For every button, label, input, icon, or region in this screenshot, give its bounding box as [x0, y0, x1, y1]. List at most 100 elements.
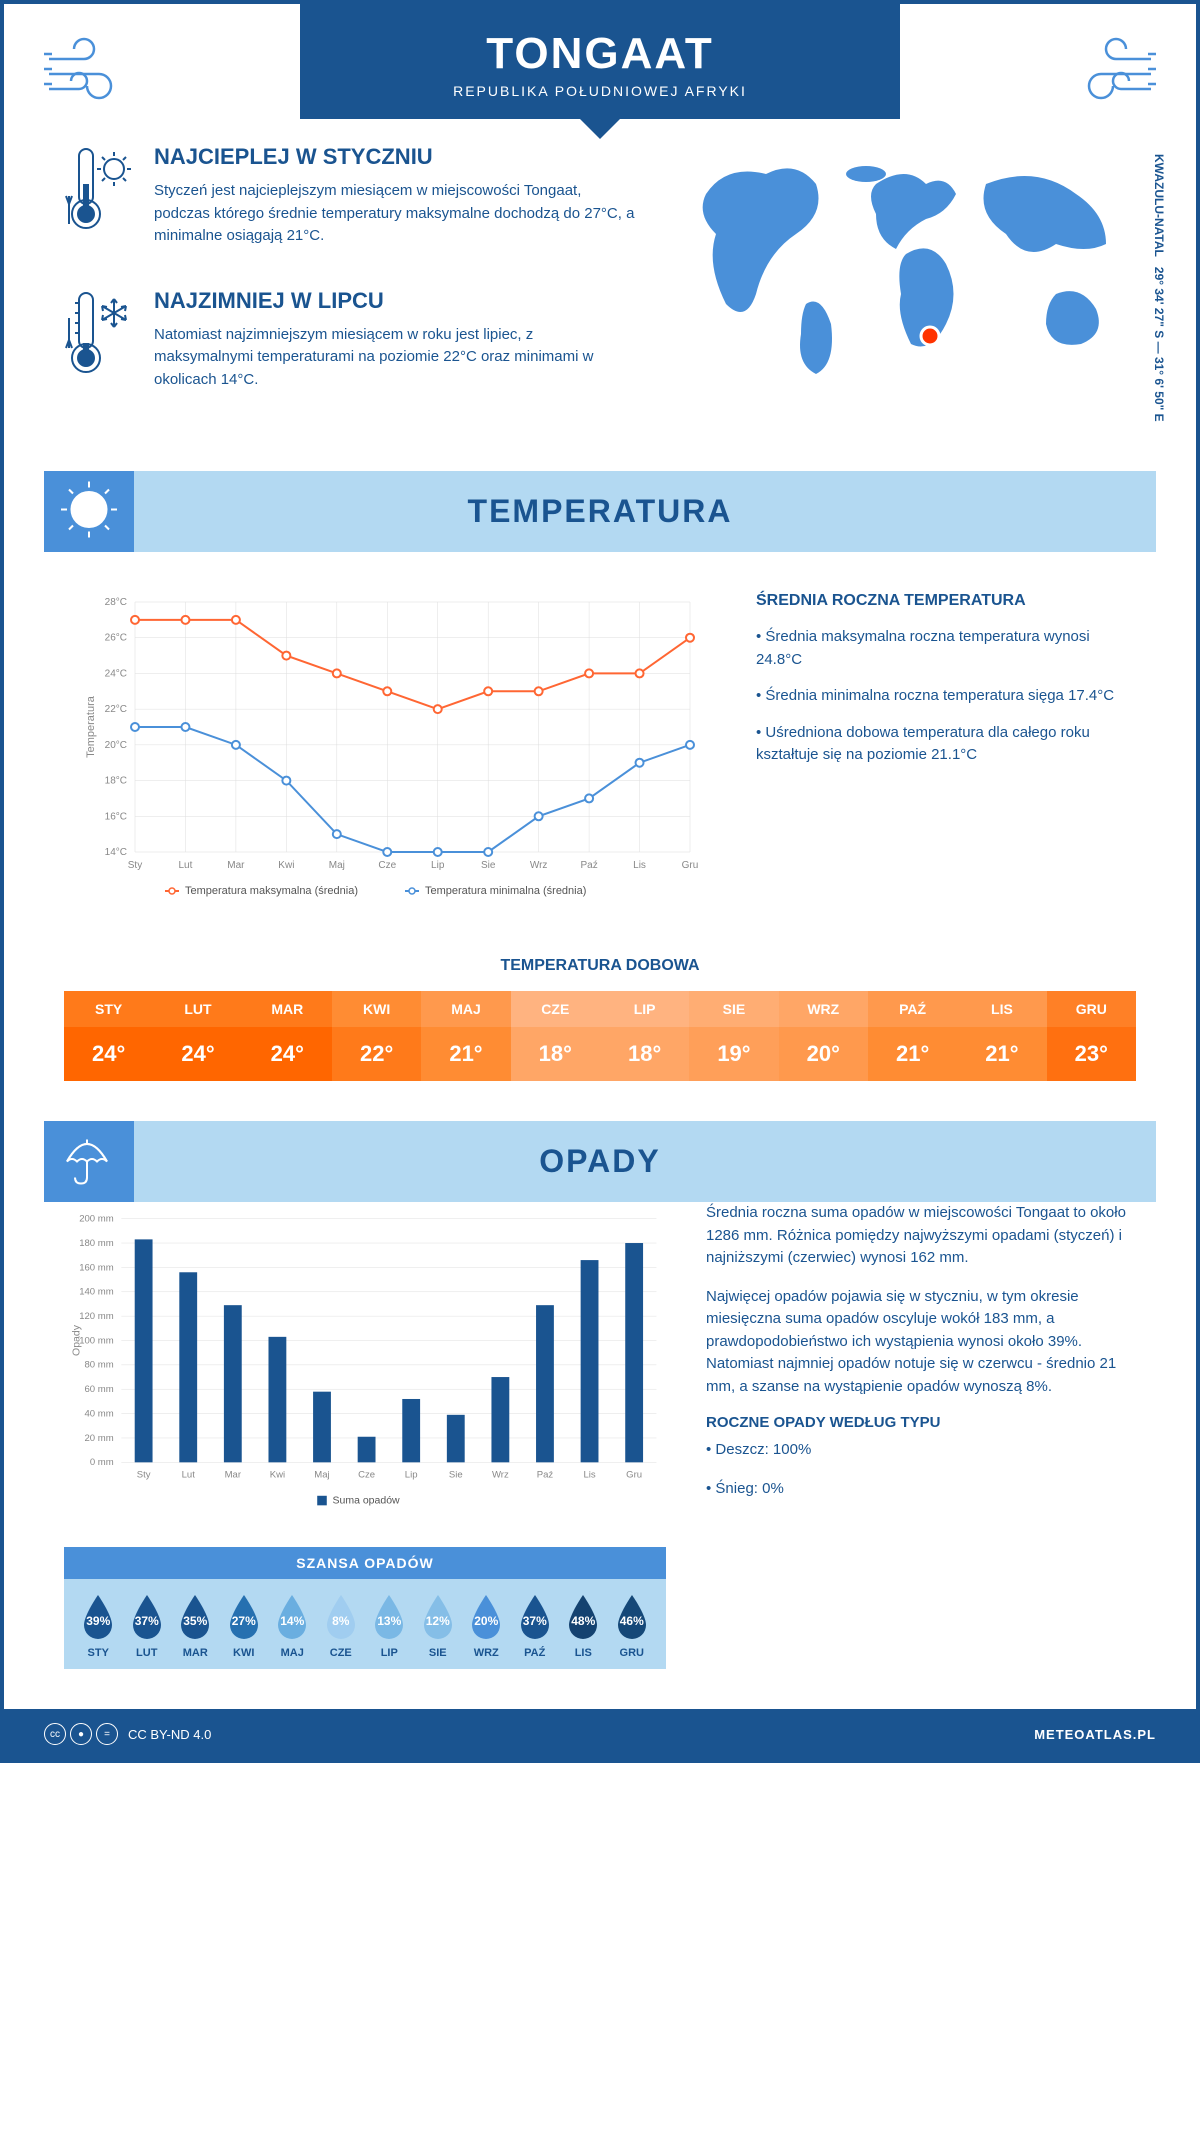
precip-paragraph: Najwięcej opadów pojawia się w styczniu,… [706, 1286, 1136, 1399]
raindrop-icon: 37% [127, 1593, 167, 1643]
title-ribbon: TONGAAT REPUBLIKA POŁUDNIOWEJ AFRYKI [300, 4, 900, 119]
wind-icon [44, 34, 124, 118]
svg-text:100 mm: 100 mm [79, 1335, 114, 1346]
temp-cell: PAŹ 21° [868, 991, 957, 1081]
temp-cell: MAJ 21° [421, 991, 510, 1081]
precipitation-section-header: OPADY [44, 1121, 1156, 1202]
raindrop-icon: 8% [321, 1593, 361, 1643]
svg-text:Temperatura minimalna (średnia: Temperatura minimalna (średnia) [425, 885, 586, 897]
thermometer-hot-icon [64, 144, 134, 248]
temperature-line-chart: 14°C16°C18°C20°C22°C24°C26°C28°CStyLutMa… [64, 592, 716, 917]
raindrop-icon: 46% [612, 1593, 652, 1643]
temp-info-title: ŚREDNIA ROCZNA TEMPERATURA [756, 592, 1136, 610]
page-subtitle: REPUBLIKA POŁUDNIOWEJ AFRYKI [320, 83, 880, 99]
svg-text:80 mm: 80 mm [85, 1360, 114, 1371]
rain-drop-cell: 14% MAJ [268, 1593, 317, 1659]
footer: cc●= CC BY-ND 4.0 METEOATLAS.PL [4, 1709, 1196, 1759]
svg-text:Kwi: Kwi [270, 1470, 285, 1481]
daily-temp-title: TEMPERATURA DOBOWA [64, 957, 1136, 975]
rain-drop-cell: 39% STY [74, 1593, 123, 1659]
svg-text:Sie: Sie [481, 860, 496, 871]
temp-cell: SIE 19° [689, 991, 778, 1081]
temperature-section-header: TEMPERATURA [44, 471, 1156, 552]
page-title: TONGAAT [320, 29, 880, 79]
svg-text:Cze: Cze [378, 860, 396, 871]
temp-cell: LUT 24° [153, 991, 242, 1081]
svg-text:22°C: 22°C [105, 704, 127, 715]
svg-text:Gru: Gru [682, 860, 699, 871]
world-map-icon [676, 144, 1136, 384]
coldest-title: NAJZIMNIEJ W LIPCU [154, 288, 636, 314]
svg-text:Mar: Mar [227, 860, 245, 871]
raindrop-icon: 39% [78, 1593, 118, 1643]
svg-text:Temperatura maksymalna (średni: Temperatura maksymalna (średnia) [185, 885, 358, 897]
svg-text:60 mm: 60 mm [85, 1384, 114, 1395]
temperature-title: TEMPERATURA [84, 493, 1116, 530]
temp-cell: KWI 22° [332, 991, 421, 1081]
svg-text:180 mm: 180 mm [79, 1238, 114, 1249]
svg-text:Paź: Paź [537, 1470, 554, 1481]
raindrop-icon: 35% [175, 1593, 215, 1643]
svg-text:Lut: Lut [182, 1470, 196, 1481]
temp-bullet: • Średnia maksymalna roczna temperatura … [756, 626, 1136, 671]
temp-bullet: • Średnia minimalna roczna temperatura s… [756, 685, 1136, 708]
temp-cell: CZE 18° [511, 991, 600, 1081]
raindrop-icon: 12% [418, 1593, 458, 1643]
rain-drop-cell: 13% LIP [365, 1593, 414, 1659]
raindrop-icon: 48% [563, 1593, 603, 1643]
temp-cell: LIP 18° [600, 991, 689, 1081]
temperature-info: ŚREDNIA ROCZNA TEMPERATURA • Średnia mak… [756, 592, 1136, 917]
license-text: CC BY-ND 4.0 [128, 1727, 211, 1742]
temp-bullet: • Uśredniona dobowa temperatura dla całe… [756, 722, 1136, 767]
svg-text:Kwi: Kwi [278, 860, 294, 871]
svg-text:Wrz: Wrz [530, 860, 548, 871]
svg-text:Lip: Lip [431, 860, 445, 871]
svg-text:120 mm: 120 mm [79, 1311, 114, 1322]
hottest-text: Styczeń jest najcieplejszym miesiącem w … [154, 180, 636, 248]
svg-text:20 mm: 20 mm [85, 1433, 114, 1444]
header: TONGAAT REPUBLIKA POŁUDNIOWEJ AFRYKI [4, 4, 1196, 84]
svg-text:24°C: 24°C [105, 668, 127, 679]
svg-text:200 mm: 200 mm [79, 1214, 114, 1225]
svg-text:Lut: Lut [179, 860, 193, 871]
rain-chance-table: SZANSA OPADÓW 39% STY 37% LUT 35% MAR 27… [64, 1547, 666, 1669]
svg-text:20°C: 20°C [105, 740, 127, 751]
raindrop-icon: 20% [466, 1593, 506, 1643]
precipitation-bar-chart: 0 mm20 mm40 mm60 mm80 mm100 mm120 mm140 … [64, 1202, 666, 1522]
svg-text:Cze: Cze [358, 1470, 375, 1481]
svg-text:140 mm: 140 mm [79, 1287, 114, 1298]
site-name: METEOATLAS.PL [1034, 1727, 1156, 1742]
rain-drop-cell: 35% MAR [171, 1593, 220, 1659]
daily-temperature-table: TEMPERATURA DOBOWA STY 24° LUT 24° MAR 2… [4, 957, 1196, 1121]
svg-text:Sty: Sty [137, 1470, 151, 1481]
temp-cell: MAR 24° [243, 991, 332, 1081]
svg-text:160 mm: 160 mm [79, 1262, 114, 1273]
coldest-block: NAJZIMNIEJ W LIPCU Natomiast najzimniejs… [64, 288, 636, 392]
svg-text:Wrz: Wrz [492, 1470, 509, 1481]
rain-drop-cell: 12% SIE [414, 1593, 463, 1659]
svg-text:26°C: 26°C [105, 633, 127, 644]
temp-cell: GRU 23° [1047, 991, 1136, 1081]
svg-text:Mar: Mar [225, 1470, 242, 1481]
sun-icon [59, 479, 119, 544]
rain-drop-cell: 27% KWI [220, 1593, 269, 1659]
rain-drop-cell: 46% GRU [608, 1593, 657, 1659]
raindrop-icon: 14% [272, 1593, 312, 1643]
rain-drop-cell: 8% CZE [317, 1593, 366, 1659]
svg-text:0 mm: 0 mm [90, 1457, 114, 1468]
temp-cell: LIS 21° [957, 991, 1046, 1081]
rain-drop-cell: 20% WRZ [462, 1593, 511, 1659]
precipitation-info: Średnia roczna suma opadów w miejscowośc… [706, 1202, 1136, 1669]
svg-text:Sty: Sty [128, 860, 142, 871]
svg-text:Paź: Paź [580, 860, 597, 871]
svg-text:Temperatura: Temperatura [85, 695, 97, 758]
cc-icon: cc●= [44, 1723, 118, 1745]
coldest-text: Natomiast najzimniejszym miesiącem w rok… [154, 324, 636, 392]
svg-text:28°C: 28°C [105, 597, 127, 608]
svg-text:Suma opadów: Suma opadów [333, 1494, 401, 1506]
svg-text:Maj: Maj [314, 1470, 329, 1481]
svg-text:Sie: Sie [449, 1470, 463, 1481]
svg-text:Lis: Lis [633, 860, 646, 871]
svg-text:Opady: Opady [70, 1324, 82, 1356]
svg-text:16°C: 16°C [105, 811, 127, 822]
